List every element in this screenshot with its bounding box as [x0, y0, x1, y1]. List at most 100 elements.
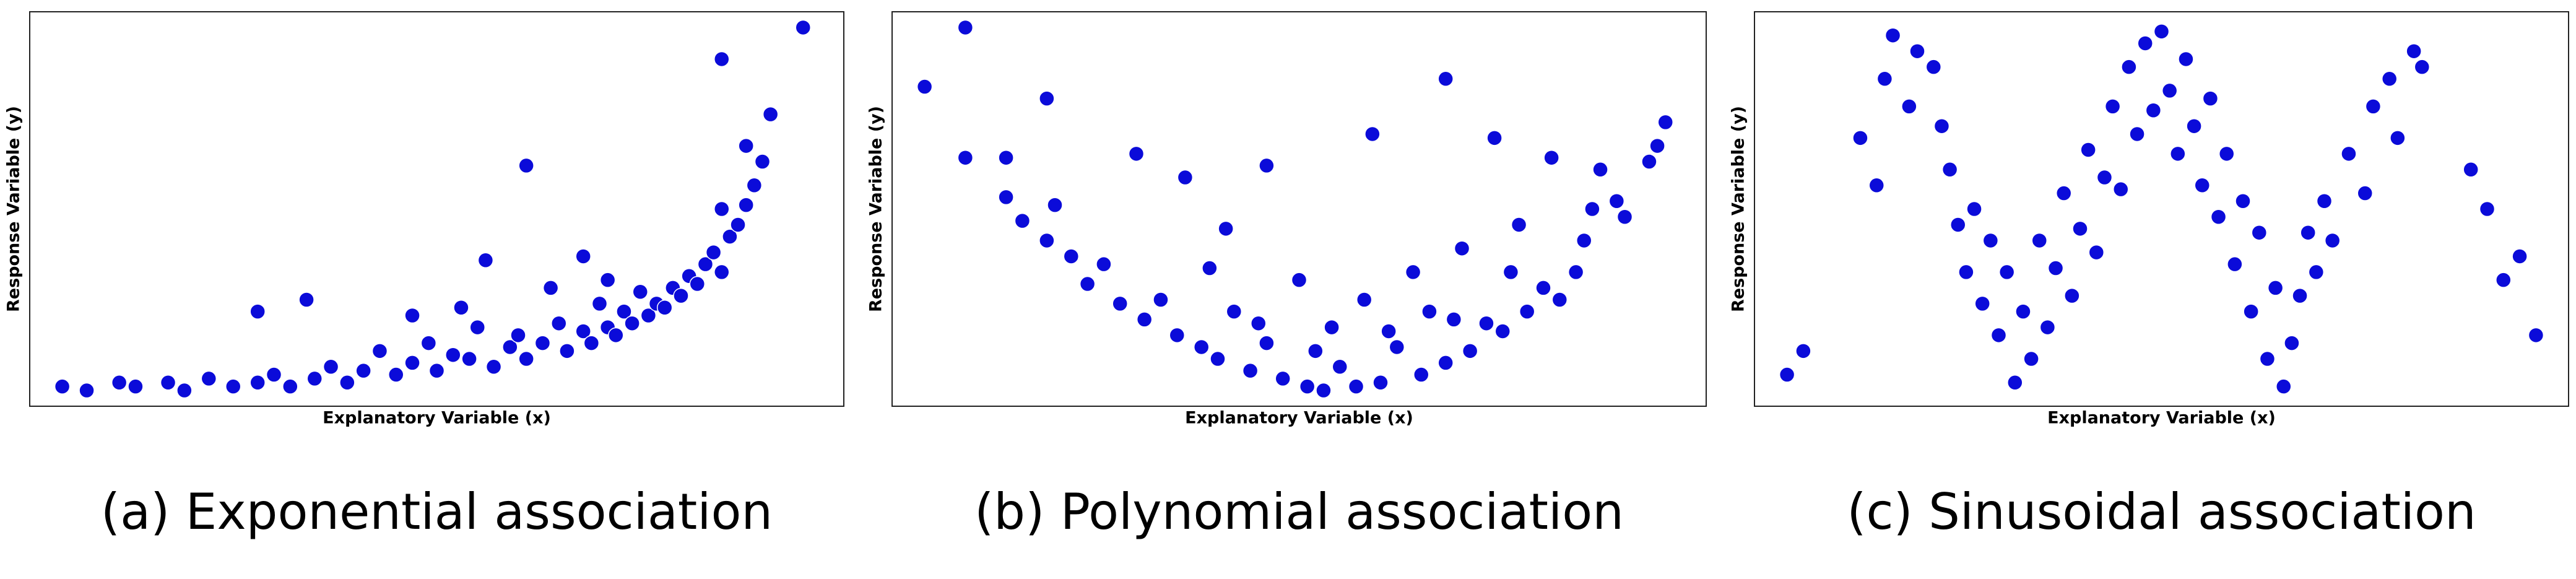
scatter-point — [128, 378, 144, 394]
scatter-point — [673, 287, 689, 304]
scatter-point — [2210, 209, 2227, 225]
scatter-point — [453, 300, 469, 316]
scatter-point — [1982, 232, 1999, 249]
scatter-point — [1592, 162, 1608, 178]
scatter-point — [249, 303, 266, 320]
scatter-point — [1901, 98, 1917, 115]
scatter-point — [2292, 287, 2308, 304]
scatter-point — [477, 252, 494, 269]
scatter-point — [1535, 280, 1551, 296]
scatter-point — [575, 248, 591, 264]
scatter-point — [2129, 126, 2145, 142]
scatter-point — [656, 300, 673, 316]
scatter-point — [1519, 303, 1535, 320]
scatter-point — [2276, 378, 2292, 394]
scatter-point — [1421, 303, 1438, 320]
scatter-point — [624, 315, 640, 331]
scatter-point — [420, 335, 437, 351]
plot-frame — [1754, 11, 2569, 407]
scatter-point — [2153, 24, 2170, 40]
scatter-point — [2145, 102, 2162, 118]
scatter-point — [176, 382, 193, 399]
scatter-point — [2463, 162, 2479, 178]
scatter-point — [485, 359, 502, 375]
scatter-point — [2047, 260, 2064, 276]
scatter-point — [111, 375, 128, 391]
scatter-point — [1405, 264, 1421, 281]
scatter-point — [2023, 350, 2039, 367]
scatter-point — [1868, 177, 1884, 194]
scatter-point — [616, 303, 632, 320]
scatter-point — [388, 367, 404, 383]
scatter-point — [1974, 295, 1990, 312]
y-axis-label: Response Variable (y) — [4, 106, 24, 312]
scatter-point — [428, 362, 445, 379]
scatter-point — [2479, 201, 2496, 217]
chart-panel: Explanatory Variable (x) Response Variabl… — [867, 11, 1707, 541]
scatter-point — [518, 350, 534, 367]
scatter-point — [469, 319, 485, 336]
scatter-point — [1324, 319, 1340, 336]
chart-panel: Explanatory Variable (x) Response Variabl… — [1729, 11, 2569, 541]
scatter-point — [371, 343, 388, 359]
scatter-point — [2072, 220, 2088, 237]
scatter-point — [339, 375, 355, 391]
scatter-point — [2015, 303, 2031, 320]
scatter-point — [2300, 224, 2316, 241]
scatter-point — [1218, 220, 1234, 237]
scatter-point — [1136, 311, 1153, 328]
scatter-point — [2365, 98, 2382, 115]
scatter-point — [404, 355, 420, 371]
scatter-point — [2390, 130, 2406, 146]
scatter-point — [1275, 370, 1291, 387]
scatter-point — [2251, 224, 2268, 241]
scatter-point — [998, 149, 1014, 166]
scatter-point — [714, 201, 730, 217]
scatter-point — [2512, 248, 2528, 264]
scatter-point — [738, 137, 754, 154]
scatter-point — [1486, 130, 1503, 146]
scatter-point — [2096, 169, 2113, 186]
scatter-point — [2186, 118, 2202, 134]
scatter-point — [282, 378, 298, 394]
scatter-point — [1438, 71, 1454, 87]
scatter-point — [1884, 27, 1901, 43]
scatter-point — [746, 177, 763, 194]
scatter-point — [738, 197, 754, 213]
plot-frame — [29, 11, 844, 407]
scatter-point — [2528, 327, 2544, 344]
scatter-point — [1169, 327, 1185, 344]
scatter-point — [2161, 82, 2178, 99]
scatter-point — [461, 350, 477, 367]
scatter-point — [714, 264, 730, 281]
scatter-point — [1876, 71, 1893, 87]
scatter-point — [697, 256, 714, 272]
scatter-point — [1316, 382, 1332, 399]
caption: (b) Polynomial association — [974, 483, 1624, 541]
scatter-point — [1616, 209, 1633, 225]
scatter-point — [2284, 335, 2300, 351]
scatter-point — [559, 343, 575, 359]
scatter-point — [1348, 378, 1364, 394]
scatter-point — [2259, 350, 2276, 367]
scatter-point — [266, 367, 282, 383]
scatter-point — [2496, 272, 2512, 288]
scatter-point — [2080, 142, 2096, 158]
scatter-point — [1462, 343, 1478, 359]
scatter-point — [1332, 359, 1348, 375]
scatter-point — [957, 19, 974, 36]
scatter-point — [2406, 43, 2422, 59]
scatter-point — [2218, 146, 2235, 162]
scatter-point — [730, 217, 746, 233]
scatter-point — [2243, 303, 2259, 320]
scatter-point — [518, 157, 534, 174]
scatter-point — [2235, 193, 2251, 209]
scatter-point — [1364, 126, 1381, 142]
scatter-point — [2064, 287, 2080, 304]
scatter-point — [1966, 201, 1982, 217]
scatter-point — [583, 335, 600, 351]
scatter-point — [1389, 339, 1405, 355]
scatter-point — [1779, 367, 1795, 383]
scatter-point — [1511, 217, 1527, 233]
scatter-point — [591, 295, 608, 312]
